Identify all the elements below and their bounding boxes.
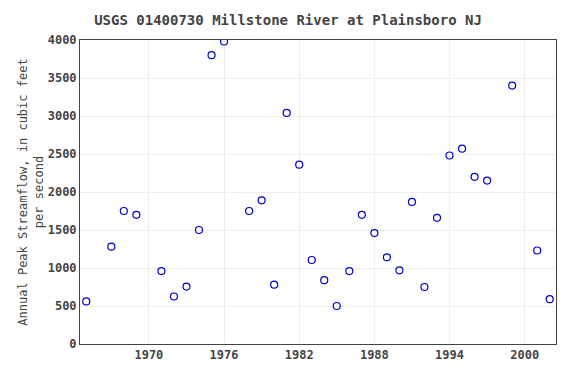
- svg-text:2000: 2000: [510, 348, 539, 362]
- svg-text:3500: 3500: [48, 71, 77, 85]
- svg-text:3000: 3000: [48, 109, 77, 123]
- svg-text:1500: 1500: [48, 223, 77, 237]
- svg-text:1982: 1982: [285, 348, 314, 362]
- svg-text:2500: 2500: [48, 147, 77, 161]
- svg-text:1994: 1994: [435, 348, 464, 362]
- svg-text:500: 500: [55, 299, 77, 313]
- svg-text:4000: 4000: [48, 33, 77, 47]
- svg-text:1988: 1988: [360, 348, 389, 362]
- svg-text:1000: 1000: [48, 261, 77, 275]
- svg-text:1970: 1970: [134, 348, 163, 362]
- svg-text:0: 0: [69, 337, 76, 351]
- svg-text:1976: 1976: [210, 348, 239, 362]
- svg-text:USGS 01400730 Millstone River: USGS 01400730 Millstone River at Plainsb…: [94, 12, 482, 28]
- svg-text:Annual Peak Streamflow, in cub: Annual Peak Streamflow, in cubic feetper…: [16, 58, 46, 325]
- svg-text:2000: 2000: [48, 185, 77, 199]
